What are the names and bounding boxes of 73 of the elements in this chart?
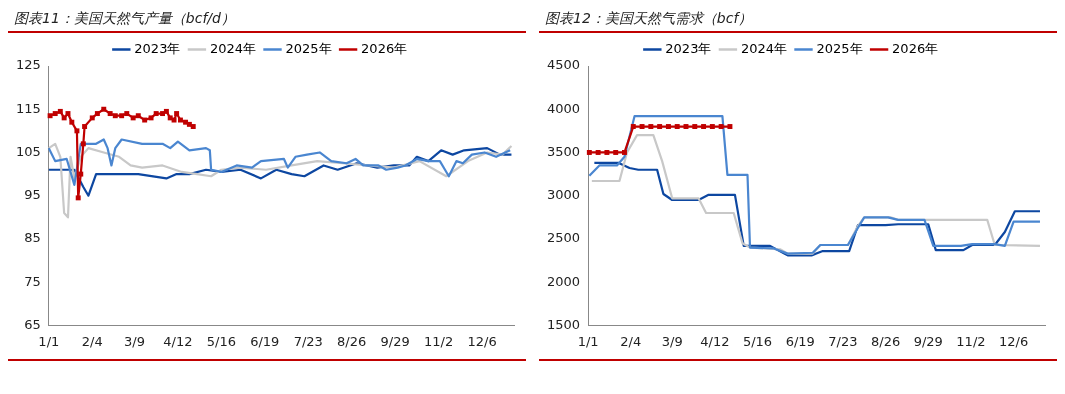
- y-tick-label: 2000: [546, 273, 581, 289]
- x-tick-label: 11/2: [956, 333, 986, 349]
- point: [107, 111, 113, 117]
- y-tick-label: 2500: [546, 230, 581, 246]
- legend-label: 2025年: [285, 40, 332, 56]
- x-tick-label: 4/12: [700, 333, 730, 349]
- point: [177, 117, 183, 123]
- x-tick-label: 2/4: [620, 333, 642, 349]
- x-tick-label: 11/2: [424, 333, 454, 349]
- legend-label: 2026年: [361, 40, 408, 56]
- chart-title: 图表12：美国天然气需求（bcf）: [539, 8, 1057, 33]
- x-tick-label: 9/29: [913, 333, 943, 349]
- point: [190, 124, 196, 129]
- legend-label: 2023年: [134, 40, 181, 56]
- point: [47, 113, 53, 119]
- x-tick-label: 8/26: [870, 333, 901, 349]
- legend-label: 2025年: [816, 40, 863, 56]
- point: [174, 111, 180, 117]
- point: [52, 111, 58, 117]
- point: [135, 113, 141, 119]
- y-tick-label: 105: [15, 143, 41, 159]
- chart-title: 图表11：美国天然气产量（bcf/d）: [8, 8, 526, 33]
- point: [74, 128, 80, 134]
- legend-label: 2024年: [740, 40, 788, 56]
- y-tick-label: 85: [24, 230, 41, 246]
- point: [57, 108, 63, 114]
- y-tick-label: 125: [15, 57, 41, 73]
- point: [82, 124, 88, 129]
- point: [80, 141, 86, 147]
- point: [75, 195, 81, 201]
- x-tick-label: 12/6: [999, 333, 1029, 349]
- point: [153, 111, 159, 117]
- x-tick-label: 5/16: [206, 333, 236, 349]
- point: [148, 115, 154, 121]
- x-tick-label: 3/9: [123, 333, 145, 349]
- point: [78, 171, 84, 177]
- y-tick-label: 75: [24, 273, 41, 289]
- point: [89, 115, 95, 121]
- y-tick-label: 3000: [546, 187, 581, 203]
- x-tick-label: 6/19: [250, 333, 280, 349]
- point: [119, 113, 125, 119]
- x-tick-label: 1/1: [577, 333, 599, 349]
- point: [101, 106, 107, 112]
- y-tick-label: 1500: [546, 316, 581, 332]
- x-tick-label: 8/26: [337, 333, 367, 349]
- x-tick-label: 6/19: [785, 333, 815, 349]
- y-tick-label: 65: [24, 316, 41, 332]
- y-tick-label: 3500: [546, 143, 581, 159]
- x-tick-label: 3/9: [661, 333, 683, 349]
- y-tick-label: 4000: [546, 100, 581, 116]
- x-tick-label: 9/29: [380, 333, 410, 349]
- point: [94, 111, 100, 117]
- legend-label: 2026年: [892, 40, 939, 56]
- x-tick-label: 12/6: [467, 333, 497, 349]
- x-tick-label: 1/1: [38, 333, 60, 349]
- point: [167, 115, 173, 121]
- point: [124, 111, 130, 117]
- y-tick-label: 4500: [546, 57, 581, 73]
- point: [171, 117, 177, 123]
- x-tick-label: 7/23: [828, 333, 858, 349]
- legend-label: 2023年: [665, 40, 712, 56]
- y-tick-label: 115: [15, 100, 41, 116]
- point: [61, 115, 67, 121]
- point: [69, 119, 75, 125]
- point: [142, 117, 148, 123]
- x-tick-label: 5/16: [742, 333, 773, 349]
- y-tick-label: 95: [24, 187, 41, 203]
- x-tick-label: 2/4: [81, 333, 103, 349]
- x-tick-label: 7/23: [293, 333, 323, 349]
- point: [112, 113, 118, 119]
- x-tick-label: 4/12: [163, 333, 193, 349]
- point: [130, 115, 136, 121]
- legend-label: 2024年: [209, 40, 257, 56]
